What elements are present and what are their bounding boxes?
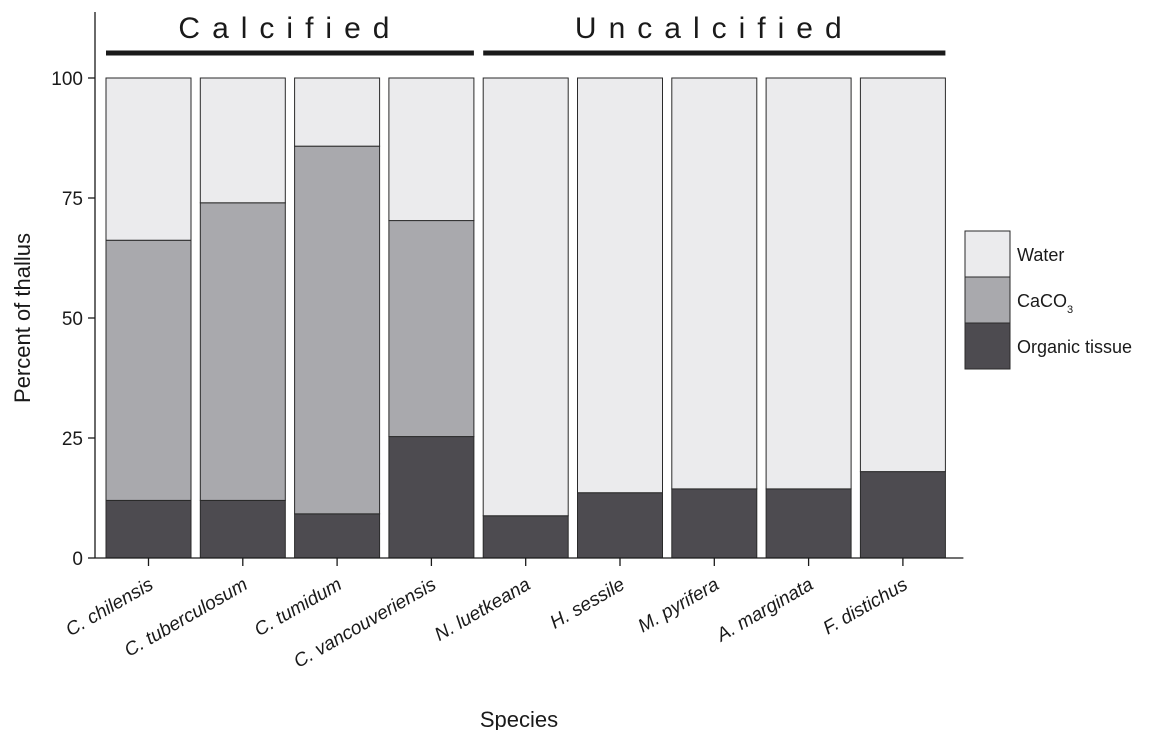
x-tick-label: F. distichus <box>820 574 912 639</box>
x-tick-label: A. marginata <box>712 574 817 647</box>
bar-segment-water <box>577 77 663 494</box>
legend-swatch <box>964 230 1011 278</box>
bar-segment-organic-tissue <box>765 488 852 559</box>
bar-segment-caco3 <box>388 220 475 438</box>
bar-segment-water <box>388 77 475 222</box>
bar-segment-organic-tissue <box>859 471 946 559</box>
bar-segment-water <box>294 77 381 147</box>
bar-segment-organic-tissue <box>482 515 569 559</box>
group-label: Uncalcified <box>575 12 854 45</box>
legend-label: Water <box>1017 245 1064 265</box>
y-tick-label: 0 <box>72 549 83 570</box>
legend-label: CaCO3 <box>1017 291 1073 316</box>
bar-segment-water <box>199 77 286 204</box>
legend-label: Organic tissue <box>1017 337 1132 357</box>
bar-segment-water <box>671 77 758 490</box>
legend-subscript: 3 <box>1067 304 1073 316</box>
legend-swatch <box>964 276 1011 324</box>
y-tick-label: 100 <box>51 69 83 90</box>
bar-segment-organic-tissue <box>199 499 286 559</box>
y-axis-title: Percent of thallus <box>10 233 35 403</box>
bar-segment-organic-tissue <box>105 499 192 559</box>
bar-segment-caco3 <box>105 239 192 501</box>
bar-segment-water <box>859 77 946 473</box>
bar-segment-organic-tissue <box>577 492 663 559</box>
bar-segment-organic-tissue <box>294 513 381 559</box>
x-tick-label: M. pyrifera <box>635 574 723 637</box>
y-tick-label: 75 <box>62 189 83 210</box>
legend-swatch <box>964 322 1011 370</box>
bar-segment-water <box>482 77 569 517</box>
x-axis-title: Species <box>480 707 558 730</box>
bar-segment-caco3 <box>294 145 381 515</box>
group-label: Calcified <box>178 12 401 45</box>
legend: Water CaCO3 Organic tissue <box>964 230 1132 370</box>
bar-segment-caco3 <box>199 202 286 501</box>
y-tick-label: 50 <box>62 309 83 330</box>
bar-segment-water <box>105 77 192 241</box>
bar-segment-water <box>765 77 852 490</box>
group-headers: Calcified Uncalcified <box>106 12 946 56</box>
x-tick-label: H. sessile <box>547 574 629 633</box>
y-tick-label: 25 <box>62 429 83 450</box>
bar-segment-organic-tissue <box>671 488 758 559</box>
x-tick-label: N. luetkeana <box>431 574 534 646</box>
bar-segment-organic-tissue <box>388 436 475 559</box>
bars <box>105 77 946 559</box>
